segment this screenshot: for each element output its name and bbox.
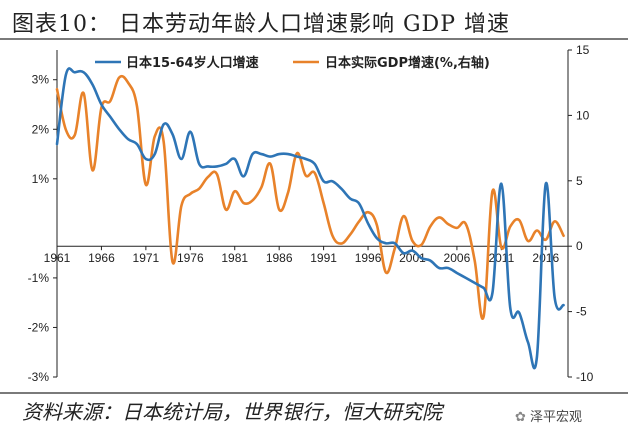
x-tick-label: 1971 — [133, 251, 160, 265]
series-layer — [55, 67, 565, 370]
x-axis-ticks: 1961 1966 1971 1976 1981 1986 1991 1996 2001 2006… — [44, 246, 559, 265]
right-tick-label: 0 — [576, 239, 583, 253]
x-tick-label: 1996 — [355, 251, 382, 265]
left-tick-label: -1% — [28, 271, 50, 285]
left-tick-label: -2% — [28, 320, 50, 334]
source-note: 资料来源：日本统计局，世界银行，恒大研究院 — [22, 400, 442, 424]
x-tick-label: 2016 — [532, 251, 559, 265]
top-rule — [0, 38, 628, 40]
line-chart: -3% -2% -1% 1% 2% 3% -10 -5 0 5 10 15 1961 1966 1971… — [28, 43, 594, 384]
left-axis-ticks: -3% -2% -1% 1% 2% 3% — [28, 73, 57, 384]
legend-label-2: 日本实际GDP增速(%,右轴) — [325, 55, 490, 71]
bottom-rule — [0, 392, 628, 394]
right-axis-ticks: -10 -5 0 5 10 15 — [568, 43, 594, 384]
left-tick-label: 1% — [32, 172, 50, 186]
x-tick-label: 1961 — [44, 251, 71, 265]
watermark-text: 泽平宏观 — [530, 410, 583, 425]
wechat-icon: ✿ — [515, 410, 526, 425]
right-tick-label: 15 — [576, 43, 590, 57]
x-tick-label: 1976 — [177, 251, 204, 265]
legend: 日本15-64岁人口增速 日本实际GDP增速(%,右轴) — [95, 55, 490, 71]
x-tick-label: 1966 — [88, 251, 115, 265]
right-tick-label: -10 — [576, 370, 594, 384]
x-tick-label: 2006 — [444, 251, 471, 265]
x-tick-label: 1991 — [310, 251, 337, 265]
series-line-1 — [55, 67, 565, 370]
x-tick-label: 1981 — [221, 251, 248, 265]
x-tick-label: 1986 — [266, 251, 293, 265]
left-tick-label: -3% — [28, 370, 50, 384]
right-tick-label: 5 — [576, 174, 583, 188]
left-tick-label: 2% — [32, 122, 50, 136]
right-tick-label: 10 — [576, 108, 590, 122]
x-tick-label: 2011 — [488, 251, 514, 265]
legend-label-1: 日本15-64岁人口增速 — [126, 55, 259, 71]
x-tick-label: 2001 — [399, 251, 426, 265]
title-bar: 图表10： 日本劳动年龄人口增速影响 GDP 增速 — [0, 0, 628, 38]
right-tick-label: -5 — [576, 305, 587, 319]
left-tick-label: 3% — [32, 73, 50, 87]
chart-axes — [56, 50, 569, 377]
watermark: ✿ 泽平宏观 — [515, 406, 582, 425]
figure-title: 图表10： 日本劳动年龄人口增速影响 GDP 增速 — [12, 12, 510, 37]
series-line-2 — [55, 74, 565, 321]
